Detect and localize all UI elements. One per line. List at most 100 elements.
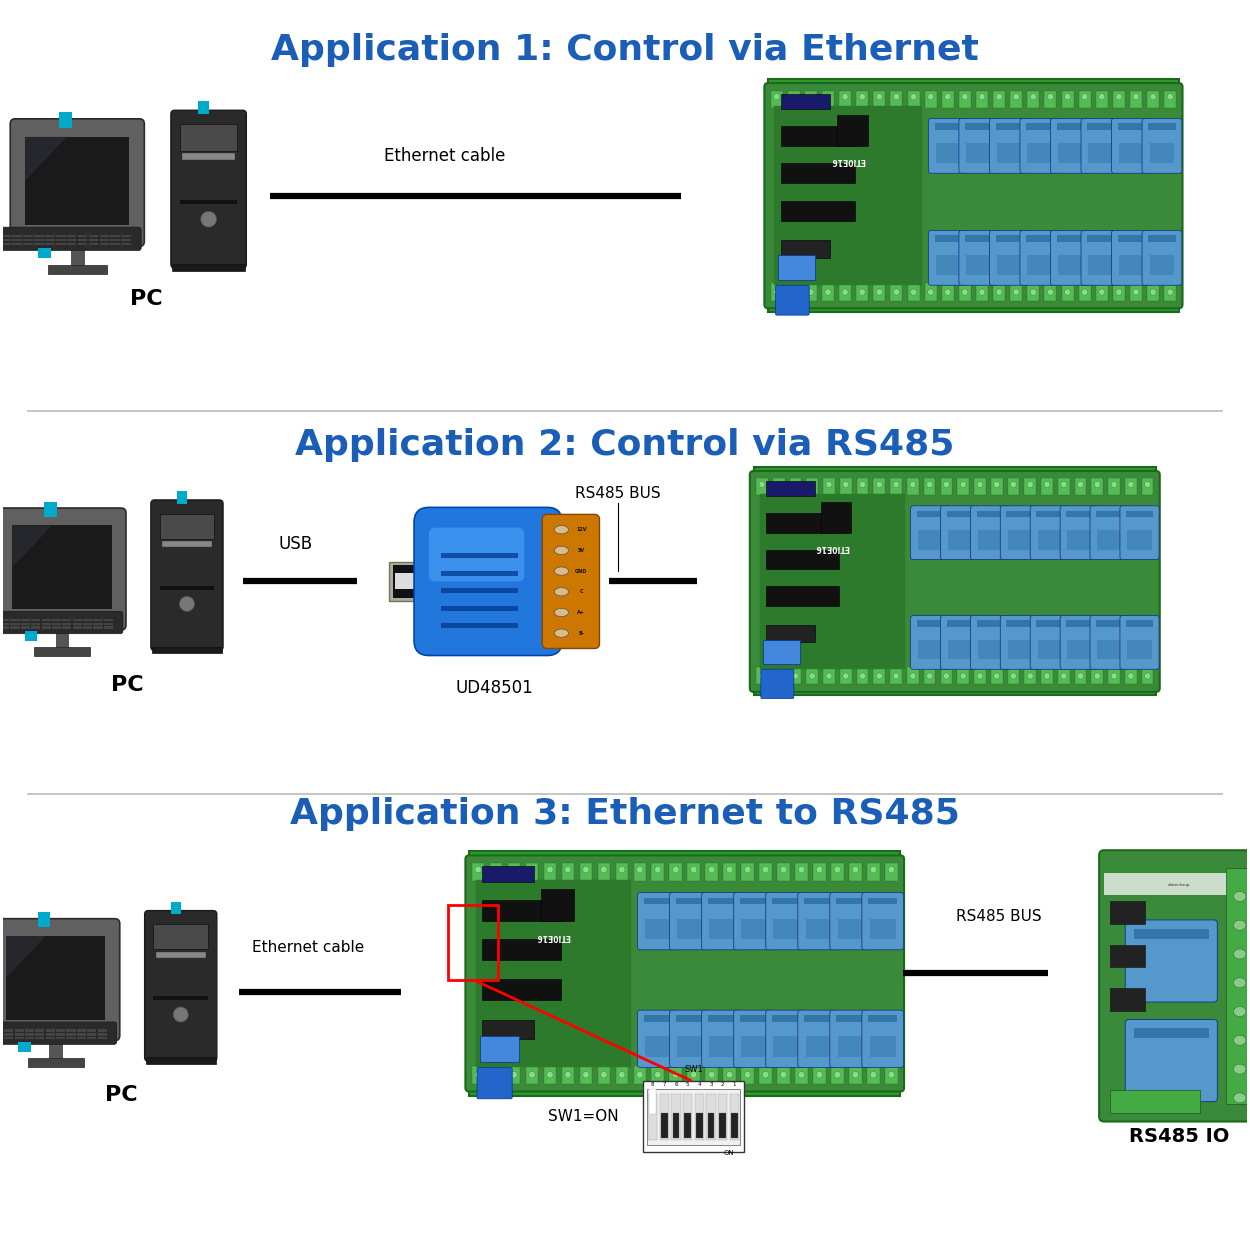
FancyBboxPatch shape (1020, 119, 1060, 174)
Bar (649, 1089, 656, 1114)
Bar (724, 862, 736, 881)
Bar (822, 284, 834, 301)
Bar (180, 200, 238, 204)
Bar (50, 1036, 62, 1058)
FancyBboxPatch shape (910, 506, 950, 560)
Bar (66, 1038, 75, 1040)
Bar (1008, 530, 1032, 550)
Ellipse shape (1010, 481, 1016, 488)
Ellipse shape (554, 629, 569, 638)
Bar (1024, 479, 1036, 495)
Bar (804, 898, 832, 904)
Bar (824, 668, 835, 685)
Bar (707, 1015, 736, 1021)
Bar (441, 624, 519, 628)
Bar (867, 1065, 880, 1084)
Ellipse shape (759, 481, 765, 488)
Bar (121, 242, 131, 245)
Text: ETI0E16: ETI0E16 (831, 156, 865, 165)
FancyBboxPatch shape (1090, 506, 1129, 560)
Bar (482, 900, 560, 921)
Bar (471, 862, 485, 881)
Bar (1110, 945, 1145, 968)
FancyBboxPatch shape (766, 892, 808, 950)
Ellipse shape (889, 866, 895, 872)
Ellipse shape (894, 94, 900, 100)
Bar (856, 668, 869, 685)
Bar (916, 620, 944, 626)
Polygon shape (12, 525, 52, 568)
Bar (766, 481, 815, 496)
Bar (1110, 989, 1145, 1011)
FancyBboxPatch shape (830, 892, 871, 950)
Ellipse shape (791, 94, 796, 100)
Ellipse shape (1014, 289, 1019, 295)
Bar (76, 1038, 86, 1040)
Text: RS485 BUS: RS485 BUS (955, 909, 1041, 924)
Text: Ethernet cable: Ethernet cable (384, 146, 505, 165)
Bar (908, 479, 919, 495)
Ellipse shape (809, 481, 815, 488)
Bar (645, 1036, 671, 1058)
Ellipse shape (799, 866, 805, 872)
Ellipse shape (745, 1071, 751, 1078)
Bar (839, 284, 851, 301)
Bar (469, 851, 900, 878)
Ellipse shape (809, 672, 815, 679)
FancyBboxPatch shape (171, 110, 246, 268)
Bar (924, 668, 935, 685)
Bar (389, 561, 429, 601)
Bar (52, 622, 61, 625)
Ellipse shape (860, 481, 865, 488)
Bar (1126, 511, 1152, 516)
Bar (790, 479, 801, 495)
Bar (885, 862, 898, 881)
Text: RS485 BUS: RS485 BUS (575, 485, 660, 500)
Ellipse shape (1010, 672, 1016, 679)
Bar (98, 1038, 106, 1040)
Bar (160, 586, 214, 590)
Ellipse shape (876, 481, 882, 488)
Bar (46, 1030, 55, 1032)
Ellipse shape (1111, 481, 1118, 488)
Bar (45, 242, 55, 245)
Bar (182, 154, 235, 160)
Ellipse shape (1061, 672, 1066, 679)
Bar (856, 90, 869, 108)
Bar (870, 1036, 896, 1058)
Polygon shape (6, 936, 46, 978)
Ellipse shape (690, 866, 696, 872)
FancyBboxPatch shape (1120, 506, 1159, 560)
Bar (768, 288, 1179, 312)
Bar (56, 235, 65, 238)
Bar (764, 640, 800, 664)
FancyBboxPatch shape (959, 230, 999, 285)
Bar (778, 862, 790, 881)
Ellipse shape (709, 866, 715, 872)
Bar (976, 511, 1004, 516)
Ellipse shape (776, 672, 781, 679)
Bar (0, 1038, 2, 1040)
Ellipse shape (996, 94, 1002, 100)
FancyBboxPatch shape (1081, 119, 1121, 174)
Ellipse shape (876, 94, 882, 100)
Ellipse shape (894, 672, 899, 679)
FancyBboxPatch shape (1111, 119, 1151, 174)
Ellipse shape (1061, 481, 1066, 488)
Bar (1008, 668, 1019, 685)
FancyBboxPatch shape (940, 506, 980, 560)
Bar (1125, 479, 1136, 495)
Bar (856, 479, 869, 495)
Ellipse shape (979, 289, 985, 295)
Ellipse shape (859, 289, 865, 295)
Bar (1130, 90, 1142, 108)
Bar (805, 919, 831, 940)
FancyBboxPatch shape (1030, 506, 1069, 560)
Bar (709, 1036, 735, 1058)
Bar (759, 1065, 771, 1084)
Bar (756, 668, 768, 685)
Bar (1045, 90, 1056, 108)
Ellipse shape (475, 866, 481, 872)
Ellipse shape (492, 866, 499, 872)
FancyBboxPatch shape (638, 892, 679, 950)
